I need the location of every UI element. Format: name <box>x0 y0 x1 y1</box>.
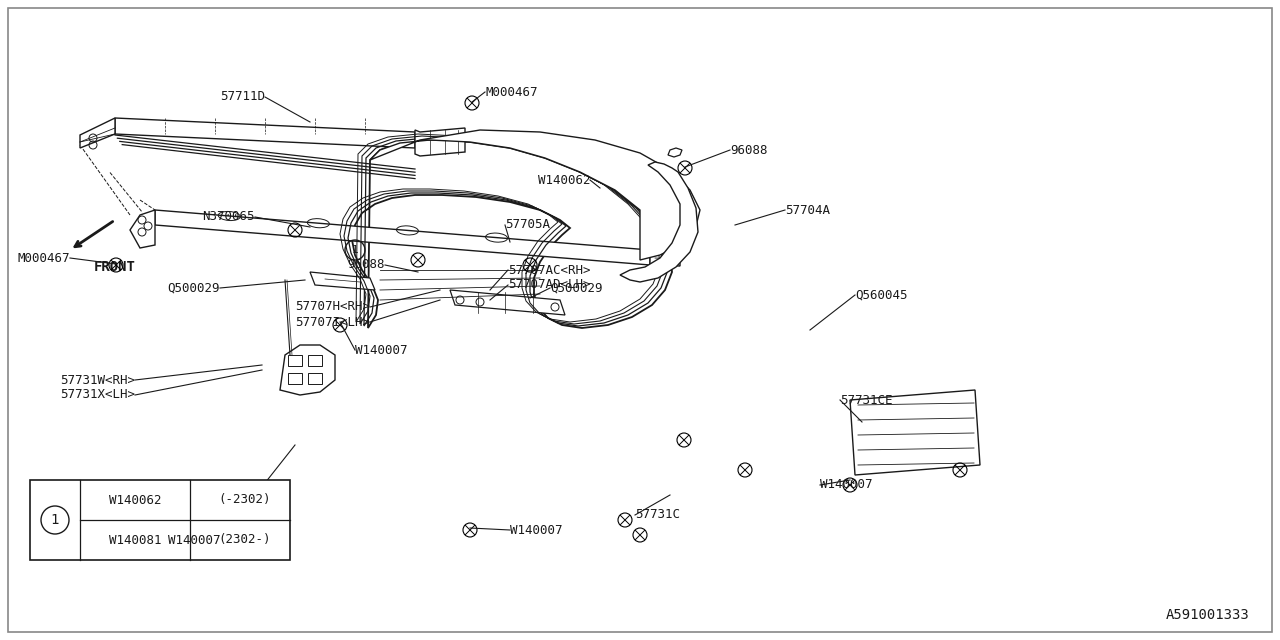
Polygon shape <box>115 118 415 148</box>
Text: M000467: M000467 <box>485 86 538 99</box>
Text: N370065: N370065 <box>202 211 255 223</box>
Polygon shape <box>310 272 375 290</box>
Text: 96088: 96088 <box>730 143 768 157</box>
Bar <box>308 355 323 366</box>
Bar <box>29 480 291 560</box>
Polygon shape <box>451 290 564 315</box>
Text: (2302-): (2302-) <box>219 534 271 547</box>
Text: 57707AC<RH>: 57707AC<RH> <box>508 264 590 276</box>
Polygon shape <box>850 390 980 475</box>
Text: W140062: W140062 <box>538 173 590 186</box>
Polygon shape <box>352 140 672 328</box>
Text: W140062: W140062 <box>109 493 161 506</box>
Text: W140007: W140007 <box>168 534 220 547</box>
Text: 96088: 96088 <box>347 259 385 271</box>
Bar <box>288 373 302 384</box>
Polygon shape <box>415 128 465 156</box>
Text: W140007: W140007 <box>355 344 407 356</box>
Text: 57731C: 57731C <box>635 509 680 522</box>
Text: 1: 1 <box>352 245 358 255</box>
Polygon shape <box>280 345 335 395</box>
Polygon shape <box>79 118 115 148</box>
Text: Q500029: Q500029 <box>168 282 220 294</box>
Bar <box>288 355 302 366</box>
Text: 57704A: 57704A <box>785 204 829 216</box>
Text: FRONT: FRONT <box>93 260 136 274</box>
Text: 57707AD<LH>: 57707AD<LH> <box>508 278 590 291</box>
Polygon shape <box>155 210 650 265</box>
Bar <box>308 373 323 384</box>
Text: 57731X<LH>: 57731X<LH> <box>60 388 134 401</box>
Text: (-2302): (-2302) <box>219 493 271 506</box>
Text: 57731W<RH>: 57731W<RH> <box>60 374 134 387</box>
Polygon shape <box>620 162 698 282</box>
Text: W140007: W140007 <box>509 524 562 536</box>
Polygon shape <box>131 210 155 248</box>
Text: 57711D: 57711D <box>220 90 265 104</box>
Text: 57705A: 57705A <box>506 218 550 232</box>
Text: 1: 1 <box>51 513 59 527</box>
Text: W140081: W140081 <box>109 534 161 547</box>
Polygon shape <box>650 250 680 266</box>
Polygon shape <box>370 130 700 260</box>
Text: M000467: M000467 <box>18 252 70 264</box>
Text: 57707H<RH>: 57707H<RH> <box>294 301 370 314</box>
Text: Q560045: Q560045 <box>855 289 908 301</box>
Text: W140007: W140007 <box>820 479 873 492</box>
Text: 57707I<LH>: 57707I<LH> <box>294 316 370 328</box>
Polygon shape <box>668 148 682 157</box>
Text: 57731CE: 57731CE <box>840 394 892 406</box>
Text: A591001333: A591001333 <box>1166 608 1251 622</box>
Text: Q500029: Q500029 <box>550 282 603 294</box>
